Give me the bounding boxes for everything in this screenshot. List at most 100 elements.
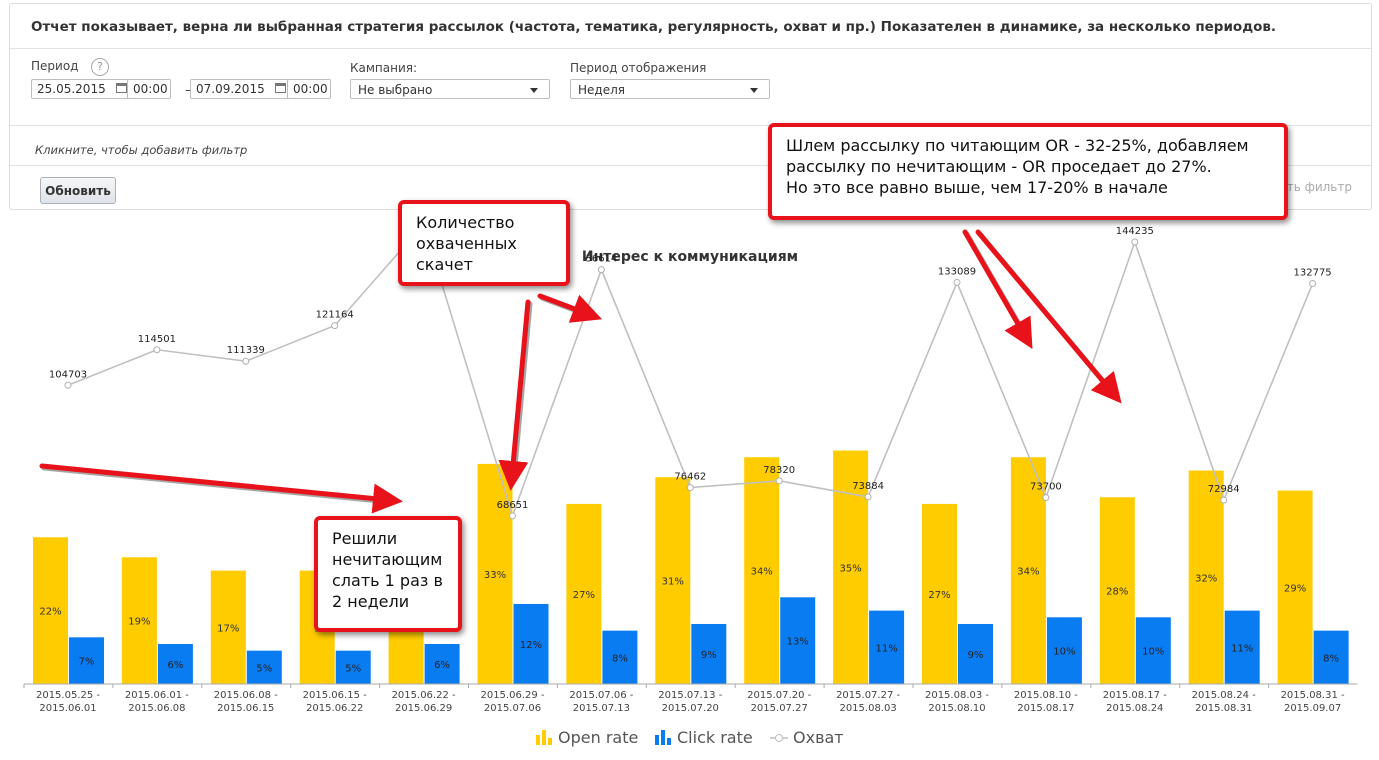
annotation-or: Шлем рассылку по читающим OR - 32-25%, д… (768, 123, 1288, 220)
x-tick-label: 2015.08.10 (928, 703, 985, 714)
x-tick-label: 2015.07.20 - (747, 690, 811, 701)
line-marker-icon (770, 729, 788, 748)
reach-label: 121164 (316, 310, 354, 321)
x-tick-label: 2015.08.03 - (925, 690, 989, 701)
x-tick-label: 2015.08.10 - (1014, 690, 1078, 701)
legend-click-rate[interactable]: Click rate (655, 728, 753, 749)
chevron-down-icon (750, 88, 758, 93)
reach-label: 68651 (497, 500, 529, 511)
bar-click-rate (1224, 610, 1260, 684)
bar-open-rate (1188, 470, 1224, 684)
x-tick-label: 2015.08.24 (1106, 703, 1163, 714)
reach-point (953, 278, 961, 286)
legend-open-rate[interactable]: Open rate (536, 728, 638, 749)
bar-label-click: 11% (1231, 643, 1253, 654)
campaign-select[interactable]: Не выбрано (350, 79, 550, 99)
annotation-arrow (39, 463, 403, 514)
reach-point (64, 381, 72, 389)
x-tick-label: 2015.07.27 - (836, 690, 900, 701)
bar-click-rate (513, 603, 549, 684)
bar-label-open: 35% (839, 563, 861, 574)
chart-title: Интерес к коммуникациям (582, 249, 798, 265)
bar-click-rate (157, 643, 193, 684)
bar-label-open: 29% (1284, 583, 1306, 594)
x-tick-label: 2015.08.31 (1195, 703, 1252, 714)
x-tick-label: 2015.06.08 - (214, 690, 278, 701)
legend-reach-label: Охват (793, 728, 844, 747)
reach-label: 78320 (763, 465, 795, 476)
x-tick-label: 2015.07.13 - (658, 690, 722, 701)
save-filter-link[interactable]: ить фильтр (1278, 180, 1352, 194)
date-from-input[interactable]: 25.05.2015 (31, 79, 131, 99)
bar-click-rate (1313, 630, 1349, 684)
legend-open-label: Open rate (558, 728, 639, 747)
bar-click-rate (69, 637, 104, 684)
campaign-label: Кампания: (350, 61, 418, 75)
add-filter-link[interactable]: Кликните, чтобы добавить фильтр (35, 143, 248, 157)
x-tick-label: 2015.06.15 - (303, 690, 367, 701)
reach-label: 73700 (1030, 482, 1062, 493)
x-tick-label: 2015.07.06 (484, 703, 541, 714)
bar-label-click: 13% (787, 637, 809, 648)
time-from-input[interactable]: 00:00 (127, 79, 171, 99)
annotation-arrow (962, 229, 1033, 349)
bar-label-open: 19% (128, 617, 150, 628)
display-period-select[interactable]: Неделя (570, 79, 770, 99)
bar-click-rate (780, 597, 816, 684)
bar-label-click: 7% (79, 657, 95, 668)
divider (10, 125, 1371, 126)
bar-open-rate (655, 477, 691, 684)
display-period-value: Неделя (578, 83, 625, 97)
legend-click-label: Click rate (677, 728, 753, 747)
divider (10, 48, 1371, 49)
x-tick-label: 2015.06.29 (395, 703, 452, 714)
reach-point (597, 266, 605, 274)
bar-open-rate (1099, 497, 1135, 684)
bar-open-rate (1277, 490, 1313, 684)
bar-open-rate (210, 570, 246, 684)
legend-reach[interactable]: Охват (770, 728, 844, 748)
bar-click-rate (424, 643, 460, 684)
annotation-unread: Решили нечитающим слать 1 раз в 2 недели (314, 516, 462, 632)
reach-label: 133089 (938, 266, 976, 277)
reach-point (1220, 496, 1228, 504)
reach-point (1309, 280, 1317, 288)
bar-open-rate (33, 537, 68, 684)
reach-label: 144235 (1116, 226, 1154, 237)
calendar-icon[interactable] (116, 83, 127, 93)
x-tick-label: 2015.07.27 (751, 703, 808, 714)
bar-open-rate (922, 503, 957, 684)
help-icon[interactable]: ? (91, 58, 109, 76)
reach-label: 76462 (674, 472, 706, 483)
x-tick-label: 2015.09.07 (1284, 703, 1341, 714)
time-to-input[interactable]: 00:00 (287, 79, 331, 99)
x-tick-label: 2015.06.22 (306, 703, 363, 714)
bar-click-rate (691, 623, 727, 684)
reach-point (864, 493, 872, 501)
reach-label: 132775 (1294, 268, 1332, 279)
bar-click-rate (958, 623, 993, 684)
reach-point (153, 346, 161, 354)
bar-label-open: 34% (1017, 567, 1039, 578)
x-tick-label: 2015.08.03 (839, 703, 896, 714)
bar-chart-icon (655, 729, 672, 749)
bar-open-rate (744, 457, 780, 684)
x-tick-label: 2015.06.01 (39, 703, 96, 714)
bar-chart-icon (536, 729, 553, 749)
calendar-icon[interactable] (275, 83, 286, 93)
bar-label-click: 8% (612, 653, 628, 664)
reach-label: 72984 (1208, 484, 1240, 495)
x-tick-label: 2015.08.17 - (1103, 690, 1167, 701)
annotation-arrow (498, 299, 531, 491)
bar-label-click: 5% (256, 663, 272, 674)
reach-point (775, 477, 783, 485)
refresh-button[interactable]: Обновить (40, 177, 116, 204)
bar-click-rate (246, 650, 282, 684)
bar-click-rate (1046, 617, 1082, 684)
x-tick-label: 2015.08.17 (1017, 703, 1074, 714)
bar-open-rate (121, 557, 157, 684)
bar-open-rate (833, 450, 869, 684)
annotation-arrow (537, 293, 603, 323)
reach-point (242, 357, 250, 365)
bar-label-open: 17% (217, 623, 239, 634)
